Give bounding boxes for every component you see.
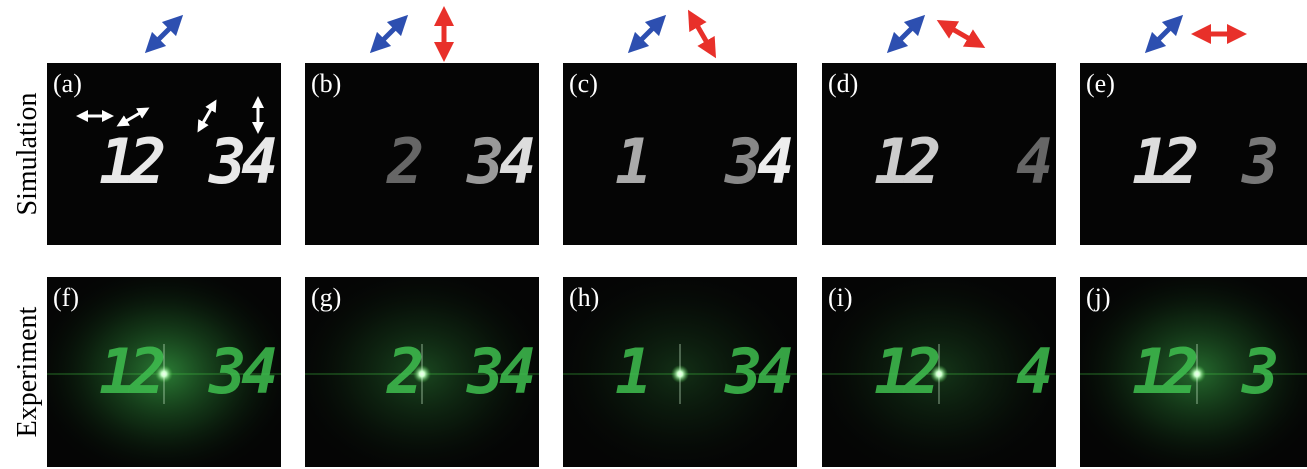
digit: 4 [499,335,536,408]
digit: 3 [1241,335,1279,408]
row-label: Simulation [12,93,43,216]
digit: 4 [499,125,536,198]
panel-label: (c) [569,69,598,98]
panel [305,63,539,245]
panel-label: (f) [53,283,79,312]
digit: 4 [757,335,794,408]
digit: 3 [208,335,246,408]
digit: 3 [466,125,504,198]
panel-label: (b) [311,69,341,98]
digit: 4 [241,125,278,198]
digit: 3 [208,125,246,198]
panel-label: (i) [828,283,853,312]
digit: 3 [466,335,504,408]
polarization-arrow [144,14,184,54]
panel-label: (j) [1086,283,1111,312]
panel [822,63,1056,245]
polarization-arrow [688,9,716,59]
polarization-arrow [1144,14,1184,54]
digit: 3 [724,125,762,198]
digit: 3 [724,335,762,408]
digit: 2 [903,125,941,198]
digit: 1 [615,125,652,198]
digit: 4 [1016,335,1053,408]
digit: 4 [757,125,794,198]
polarization-arrow [197,99,217,133]
panel [563,63,797,245]
digit: 1 [874,125,911,198]
panel-label: (h) [569,283,599,312]
digit: 3 [1241,125,1279,198]
digit: 4 [1016,125,1053,198]
digit: 2 [386,125,424,198]
panel-label: (a) [53,69,82,98]
panel [1080,63,1307,245]
digit: 2 [1161,125,1199,198]
polarization-arrow [936,19,986,49]
polarization-arrow [627,14,667,54]
digit: 1 [99,125,136,198]
panel-label: (e) [1086,69,1115,98]
digit: 1 [615,335,652,408]
panel-label: (d) [828,69,858,98]
digit: 2 [128,125,166,198]
polarization-arrow [116,107,150,127]
digit: 4 [241,335,278,408]
row-label: Experiment [12,306,43,437]
digit: 1 [1132,125,1169,198]
polarization-arrow [886,14,926,54]
digit: 1 [1132,335,1169,408]
digit: 1 [99,335,136,408]
panel-label: (g) [311,283,341,312]
panel [47,63,281,245]
digit: 1 [874,335,911,408]
polarization-arrow [369,14,409,54]
